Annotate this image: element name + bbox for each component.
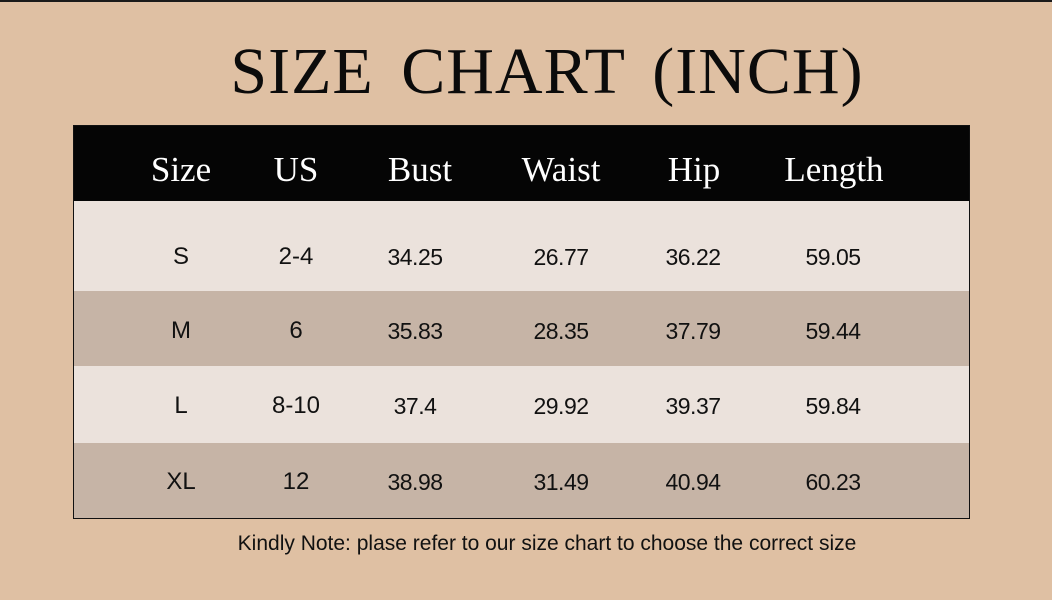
cell-us: 8-10: [271, 392, 321, 419]
table-row: S 2-4 34.25 26.77 36.22 59.05: [74, 201, 969, 291]
cell-waist: 31.49: [533, 469, 589, 495]
page-title: SIZE CHART (INCH): [230, 35, 864, 108]
cell-hip: 39.37: [665, 393, 721, 419]
cell-waist: 28.35: [533, 318, 589, 344]
cell-size: S: [172, 243, 189, 270]
cell-bust: 37.4: [393, 393, 437, 419]
header-size: Size: [150, 150, 212, 189]
kindly-note: Kindly Note: plase refer to our size cha…: [237, 532, 857, 555]
table-row: L 8-10 37.4 29.92 39.37 59.84: [74, 366, 969, 443]
header-waist: Waist: [521, 150, 601, 189]
cell-hip: 40.94: [665, 469, 721, 495]
cell-waist: 26.77: [533, 244, 589, 270]
cell-bust: 34.25: [387, 244, 443, 270]
cell-length: 59.05: [805, 244, 861, 270]
cell-bust: 35.83: [387, 318, 443, 344]
header-bust: Bust: [387, 150, 453, 189]
size-chart-table: Size US Bust Waist Hip Length S 2-4 34.2…: [73, 125, 970, 519]
cell-length: 59.84: [805, 393, 861, 419]
table-header: Size US Bust Waist Hip Length: [74, 126, 969, 201]
cell-us: 2-4: [278, 243, 314, 270]
cell-size: XL: [166, 468, 196, 495]
cell-hip: 36.22: [665, 244, 721, 270]
cell-length: 60.23: [805, 469, 861, 495]
cell-size: L: [174, 392, 188, 419]
cell-us: 12: [282, 468, 310, 495]
header-length: Length: [784, 150, 884, 189]
header-us: US: [273, 150, 319, 189]
cell-length: 59.44: [805, 318, 861, 344]
table-row: M 6 35.83 28.35 37.79 59.44: [74, 291, 969, 366]
cell-hip: 37.79: [665, 318, 721, 344]
table-row: XL 12 38.98 31.49 40.94 60.23: [74, 443, 969, 518]
cell-us: 6: [289, 317, 303, 344]
cell-waist: 29.92: [533, 393, 589, 419]
top-border: [0, 0, 1052, 2]
header-hip: Hip: [667, 150, 721, 189]
cell-bust: 38.98: [387, 469, 443, 495]
cell-size: M: [171, 317, 191, 344]
